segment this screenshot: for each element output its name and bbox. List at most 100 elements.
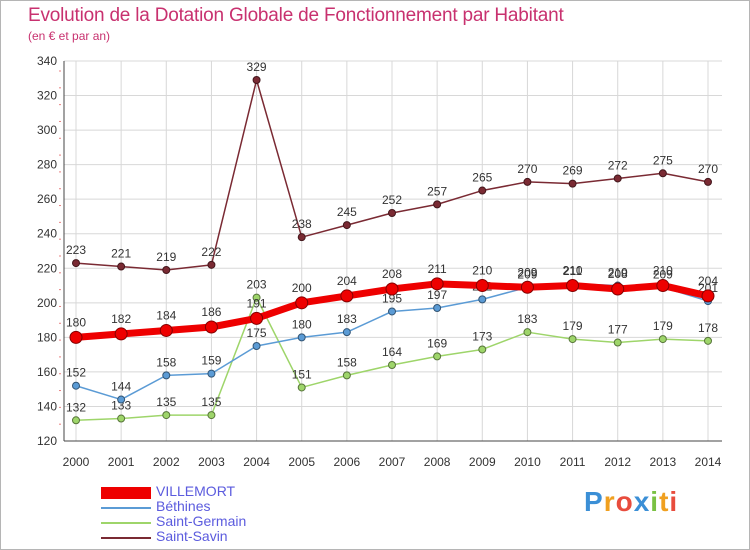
logo-letter: r bbox=[603, 486, 616, 517]
x-tick-label: 2006 bbox=[334, 455, 361, 469]
y-tick-label: 140 bbox=[37, 399, 57, 413]
data-point-saint-germain bbox=[252, 293, 261, 302]
data-label-saint-germain: 173 bbox=[472, 329, 492, 343]
data-label-villemort: 204 bbox=[698, 274, 718, 288]
data-point-saint-germain bbox=[658, 335, 667, 344]
data-point-saint-germain bbox=[478, 345, 487, 354]
data-label-saint-germain: 132 bbox=[66, 400, 86, 414]
legend-label-bethines: Béthines bbox=[156, 498, 211, 514]
data-label-bethines: 144 bbox=[111, 380, 131, 394]
data-label-villemort: 211 bbox=[428, 262, 447, 276]
legend-swatch-saint-savin bbox=[101, 537, 151, 539]
data-point-saint-germain bbox=[117, 414, 126, 423]
chart-subtitle: (en € et par an) bbox=[28, 29, 111, 43]
x-tick-label: 2001 bbox=[108, 455, 135, 469]
data-point-villemort bbox=[611, 282, 625, 296]
data-point-villemort bbox=[204, 320, 218, 334]
data-point-saint-germain bbox=[523, 328, 532, 337]
data-label-villemort: 182 bbox=[111, 312, 131, 326]
data-point-saint-savin bbox=[207, 260, 216, 269]
data-label-saint-germain: 179 bbox=[563, 319, 583, 333]
data-label-bethines: 209 bbox=[653, 267, 673, 281]
data-point-saint-savin bbox=[117, 262, 126, 271]
data-point-saint-savin bbox=[478, 186, 487, 195]
data-point-villemort bbox=[656, 279, 670, 293]
data-label-saint-germain: 203 bbox=[247, 278, 267, 292]
data-label-villemort: 208 bbox=[608, 267, 628, 281]
data-point-bethines bbox=[297, 333, 306, 342]
data-label-bethines: 210 bbox=[608, 266, 628, 280]
data-point-villemort bbox=[250, 311, 264, 325]
data-point-villemort bbox=[701, 289, 715, 303]
data-point-bethines bbox=[72, 381, 80, 390]
data-point-villemort bbox=[340, 289, 354, 303]
data-label-villemort: 200 bbox=[292, 281, 312, 295]
x-tick-label: 2007 bbox=[379, 455, 406, 469]
legend-swatch-bethines bbox=[101, 507, 151, 509]
data-label-saint-savin: 329 bbox=[247, 60, 267, 74]
data-label-villemort: 184 bbox=[156, 308, 176, 322]
data-point-saint-germain bbox=[704, 336, 712, 345]
data-label-saint-savin: 223 bbox=[66, 243, 86, 257]
y-tick-label: 160 bbox=[37, 365, 57, 379]
data-point-saint-savin bbox=[433, 200, 442, 209]
data-label-saint-savin: 269 bbox=[563, 164, 583, 178]
y-tick-label: 320 bbox=[37, 89, 57, 103]
logo-letter: x bbox=[633, 486, 651, 517]
data-label-saint-germain: 158 bbox=[337, 355, 357, 369]
data-point-saint-germain bbox=[388, 361, 396, 369]
plot-area bbox=[64, 61, 722, 441]
data-point-saint-savin bbox=[252, 76, 261, 84]
x-tick-label: 2014 bbox=[695, 455, 722, 469]
legend-label-saint-savin: Saint-Savin bbox=[156, 528, 228, 544]
data-label-saint-savin: 252 bbox=[382, 193, 402, 207]
data-point-saint-germain bbox=[613, 338, 622, 347]
data-point-bethines bbox=[478, 295, 487, 304]
data-point-bethines bbox=[342, 328, 351, 337]
y-tick-label: 280 bbox=[37, 158, 57, 172]
data-point-villemort bbox=[69, 330, 83, 344]
data-label-saint-savin: 270 bbox=[517, 162, 537, 176]
data-point-bethines bbox=[117, 395, 126, 404]
data-label-villemort: 210 bbox=[563, 264, 583, 278]
data-point-saint-savin bbox=[162, 266, 171, 274]
data-point-saint-germain bbox=[297, 383, 306, 392]
data-label-saint-savin: 245 bbox=[337, 205, 357, 219]
data-point-bethines bbox=[162, 371, 171, 380]
x-tick-label: 2005 bbox=[288, 455, 315, 469]
data-point-saint-savin bbox=[568, 179, 577, 188]
data-label-bethines: 159 bbox=[201, 354, 221, 368]
data-label-bethines: 195 bbox=[382, 291, 402, 305]
data-label-bethines: 158 bbox=[156, 355, 176, 369]
data-point-bethines bbox=[388, 307, 396, 316]
data-label-bethines: 152 bbox=[66, 366, 86, 380]
data-label-saint-savin: 219 bbox=[156, 250, 176, 264]
x-tick-label: 2003 bbox=[198, 455, 225, 469]
y-tick-label: 340 bbox=[37, 54, 57, 68]
data-point-bethines bbox=[433, 304, 442, 312]
data-label-saint-savin: 221 bbox=[111, 247, 131, 261]
data-label-saint-germain: 169 bbox=[427, 336, 447, 350]
y-tick-label: 300 bbox=[37, 123, 57, 137]
data-label-villemort: 209 bbox=[517, 265, 537, 279]
logo-letter: o bbox=[615, 486, 634, 517]
data-label-saint-germain: 164 bbox=[382, 345, 402, 359]
data-label-saint-savin: 270 bbox=[698, 162, 718, 176]
data-point-saint-savin bbox=[658, 169, 667, 178]
logo-letter: i bbox=[669, 486, 679, 517]
x-tick-label: 2002 bbox=[153, 455, 180, 469]
y-tick-label: 260 bbox=[37, 192, 57, 206]
data-point-saint-germain bbox=[162, 411, 171, 420]
data-point-villemort bbox=[566, 279, 580, 293]
data-point-villemort bbox=[159, 323, 173, 337]
data-label-villemort: 210 bbox=[653, 264, 673, 278]
logo-letter: i bbox=[650, 486, 660, 517]
x-tick-label: 2011 bbox=[560, 455, 586, 469]
data-label-saint-germain: 151 bbox=[292, 367, 312, 381]
data-label-villemort: 204 bbox=[337, 274, 357, 288]
x-tick-label: 2004 bbox=[243, 455, 270, 469]
x-tick-label: 2008 bbox=[424, 455, 451, 469]
data-point-villemort bbox=[295, 296, 309, 310]
y-tick-label: 120 bbox=[37, 434, 57, 448]
data-label-saint-germain: 183 bbox=[517, 312, 537, 326]
